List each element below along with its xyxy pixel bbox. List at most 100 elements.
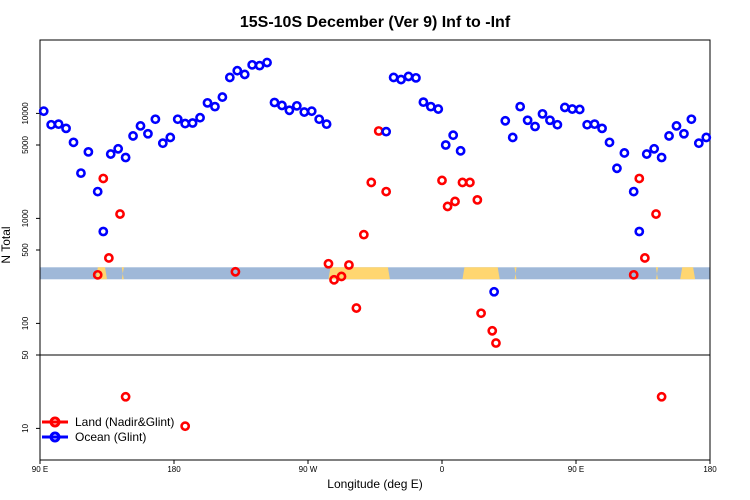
land-point xyxy=(639,253,650,263)
ocean-point xyxy=(128,131,138,141)
land-point xyxy=(329,274,339,285)
ocean-point xyxy=(210,101,220,112)
land-point xyxy=(323,258,334,269)
landmask-strip xyxy=(40,267,710,280)
ocean-point xyxy=(165,132,176,143)
land-point xyxy=(651,209,661,219)
land-point xyxy=(472,195,483,205)
ocean-point xyxy=(604,137,615,148)
ocean-point xyxy=(664,131,674,141)
ocean-point xyxy=(314,114,325,125)
ocean-point xyxy=(157,138,168,149)
ocean-point xyxy=(567,104,578,114)
ocean-point xyxy=(433,104,444,114)
land-segment xyxy=(462,267,500,280)
chart-title: 15S-10S December (Ver 9) Inf to -Inf xyxy=(240,14,511,31)
ocean-point xyxy=(411,72,421,83)
ocean-point xyxy=(254,60,265,71)
land-point xyxy=(180,421,191,432)
ocean-point xyxy=(679,128,689,139)
ocean-point xyxy=(224,72,235,83)
legend: Land (Nadir&Glint) Ocean (Glint) xyxy=(42,415,174,444)
land-point xyxy=(634,173,645,184)
ocean-point xyxy=(582,119,593,130)
ocean-point xyxy=(83,146,94,157)
ocean-point xyxy=(291,100,302,111)
ocean-point xyxy=(500,115,511,126)
x-tick-label: 0 xyxy=(440,465,445,474)
land-point xyxy=(491,338,501,348)
land-point xyxy=(336,271,347,282)
ocean-point xyxy=(649,143,660,154)
legend-land-label: Land (Nadir&Glint) xyxy=(75,415,174,429)
land-point xyxy=(437,175,447,186)
ocean-point xyxy=(634,226,645,237)
ocean-point xyxy=(76,168,86,178)
land-segment xyxy=(655,267,659,280)
land-point xyxy=(344,260,354,270)
ocean-point xyxy=(619,148,630,158)
ocean-point xyxy=(693,138,704,149)
ocean-point xyxy=(530,121,540,132)
x-axis-label: Longitude (deg E) xyxy=(327,477,422,491)
ocean-point xyxy=(247,59,258,70)
land-point xyxy=(381,186,392,197)
legend-ocean-label: Ocean (Glint) xyxy=(75,430,146,444)
ocean-point xyxy=(396,74,406,85)
ocean-point xyxy=(217,92,228,102)
ocean-point xyxy=(686,114,697,125)
ocean-point xyxy=(440,140,451,150)
y-tick-label: 500 xyxy=(21,243,30,257)
land-point xyxy=(373,126,384,136)
ocean-point xyxy=(239,69,250,80)
ocean-point xyxy=(418,97,429,108)
land-point xyxy=(442,201,453,212)
ocean-point xyxy=(61,123,71,134)
ocean-point xyxy=(522,115,533,126)
ocean-point xyxy=(589,119,600,130)
ocean-point xyxy=(120,152,131,163)
land-point xyxy=(351,303,362,313)
ocean-point xyxy=(306,106,317,117)
land-segment xyxy=(121,267,124,280)
land-point xyxy=(465,177,475,188)
ocean-point xyxy=(172,114,183,125)
x-tick-label: 90 E xyxy=(32,465,48,474)
plot-frame xyxy=(39,39,711,461)
ocean-point xyxy=(628,186,639,197)
ocean-point xyxy=(232,65,243,76)
land-point xyxy=(92,269,103,280)
ocean-point xyxy=(656,152,667,163)
land-point xyxy=(115,209,125,219)
x-tick-label: 90 E xyxy=(568,465,584,474)
ocean-point xyxy=(143,128,153,139)
ocean-point xyxy=(38,106,49,117)
ocean-point xyxy=(425,101,436,112)
land-point xyxy=(656,391,667,402)
ocean-point xyxy=(489,286,500,297)
ocean-point xyxy=(559,102,570,113)
land-point xyxy=(457,177,468,188)
y-tick-label: 5000 xyxy=(21,136,30,154)
x-axis: 90 E 180 90 W 0 90 E 180 xyxy=(32,460,717,474)
ocean-point xyxy=(262,57,272,68)
ocean-point xyxy=(701,132,712,143)
x-tick-label: 180 xyxy=(167,465,181,474)
ocean-point xyxy=(105,149,116,159)
land-point xyxy=(120,391,131,402)
land-point xyxy=(476,308,486,319)
ocean-point xyxy=(507,132,518,143)
ocean-point xyxy=(46,119,57,130)
x-tick-label: 90 W xyxy=(299,465,318,474)
ocean-point xyxy=(455,145,466,156)
ocean-point xyxy=(150,114,161,125)
ocean-point xyxy=(321,119,332,130)
ocean-point xyxy=(299,107,310,117)
ocean-point xyxy=(53,119,64,130)
data-points xyxy=(38,57,712,432)
y-axis-label: N Total xyxy=(0,226,13,263)
ocean-point xyxy=(187,118,198,128)
ocean-point xyxy=(195,112,205,123)
y-tick-label: 100 xyxy=(21,316,30,330)
